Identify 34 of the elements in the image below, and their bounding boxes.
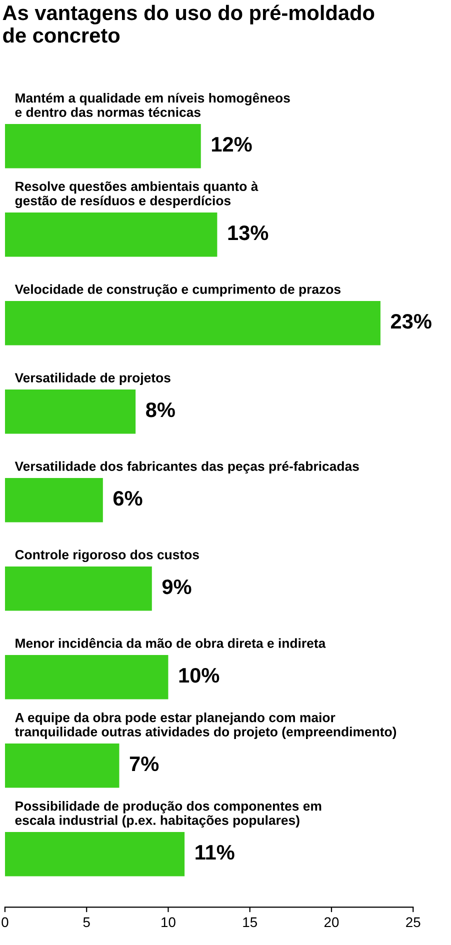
bar xyxy=(4,832,185,876)
data-label: 9% xyxy=(162,579,192,594)
x-tick-label: 0 xyxy=(2,917,8,928)
x-tick-label: 10 xyxy=(162,917,176,928)
y-tick-label: Mantém a qualidade em níveis homogêneos e dentro das normas técnicas xyxy=(15,92,290,117)
chart-title: As vantagens do uso do pré-moldado de concreto xyxy=(2,4,374,43)
x-tick-label: 20 xyxy=(324,917,339,928)
bar xyxy=(4,478,103,522)
data-label: 11% xyxy=(196,844,234,860)
y-tick-label: Velocidade de construção e cumprimento de prazos xyxy=(14,284,341,297)
bar xyxy=(4,743,120,788)
data-label: 23% xyxy=(390,314,432,329)
data-label: 12% xyxy=(212,136,252,152)
bar xyxy=(4,300,380,346)
x-tick-label: 25 xyxy=(406,917,420,928)
data-label: 13% xyxy=(228,225,268,240)
bar xyxy=(4,389,136,434)
bar xyxy=(4,654,168,700)
y-tick-label: Menor incidência da mão de obra direta e indireta xyxy=(16,638,326,648)
y-tick-label: Versatilidade dos fabricantes das peças pré-fabricadas xyxy=(14,461,359,474)
bar xyxy=(4,124,201,168)
x-tick-label: 5 xyxy=(83,917,90,928)
y-tick-label: Versatilidade de projetos xyxy=(14,372,170,386)
y-tick-label: Controle rigoroso dos custos xyxy=(15,550,199,562)
y-tick-label: Possibilidade de produção dos componentes em escala industrial (p.ex. habitações populares) xyxy=(15,801,322,828)
data-label: 10% xyxy=(179,668,220,683)
y-tick-label: Resolve questões ambientais quanto à gestão de resíduos e desperdícios xyxy=(15,181,258,208)
data-label: 8% xyxy=(146,402,175,418)
y-tick-label: A equipe da obra pode estar planejando com maior tranquilidade outras atividades do projeto (empreendimento) xyxy=(14,712,396,740)
x-tick-label: 15 xyxy=(243,917,257,928)
bar xyxy=(4,212,218,257)
data-label: 7% xyxy=(130,756,159,772)
bar xyxy=(4,566,152,611)
data-label: 6% xyxy=(113,490,142,506)
